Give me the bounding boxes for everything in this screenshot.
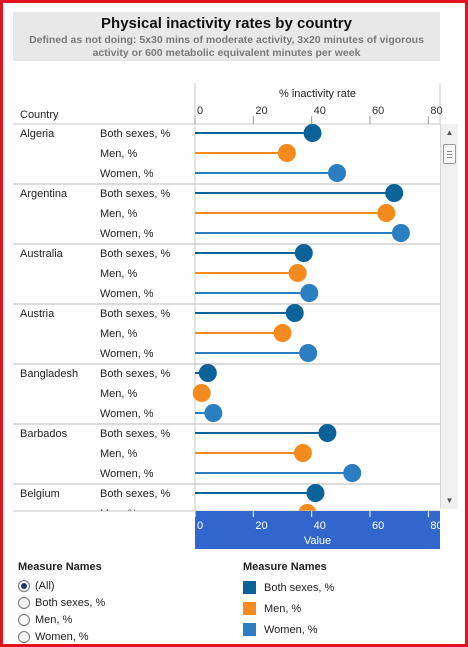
- lollipop-dot: [328, 164, 347, 182]
- lollipop-chart: 0 20 40 60 80 Algeria Both sexes, % Men, % Women…: [13, 83, 443, 549]
- vertical-scrollbar[interactable]: ▲ ▼: [440, 124, 458, 509]
- measure-label: Women, %: [100, 348, 154, 360]
- bottom-axis-tick-label: 60: [372, 520, 384, 532]
- lollipop-dot: [303, 124, 322, 142]
- radio-button[interactable]: [18, 613, 30, 626]
- legend-swatch: [243, 581, 256, 594]
- measure-label: Men, %: [100, 388, 138, 400]
- country-label: Argentina: [20, 188, 68, 200]
- country-label: Belgium: [20, 488, 60, 500]
- top-axis-tick-label: 80: [430, 105, 442, 117]
- scrollbar-thumb[interactable]: [443, 144, 456, 164]
- legend-item-label: Men, %: [264, 602, 302, 615]
- measure-label: Women, %: [100, 468, 154, 480]
- measure-label: Both sexes, %: [100, 308, 171, 320]
- bottom-axis-bar: [195, 511, 440, 549]
- country-label: Austria: [20, 308, 55, 320]
- measure-label: Both sexes, %: [100, 128, 171, 140]
- measure-label: Both sexes, %: [100, 248, 171, 260]
- measure-label: Both sexes, %: [100, 188, 171, 200]
- filter-option-label: Both sexes, %: [35, 596, 106, 609]
- lollipop-dot: [285, 304, 304, 322]
- lollipop-dot: [306, 484, 325, 502]
- filter-option-label: Women, %: [35, 630, 89, 643]
- legend-item-label: Both sexes, %: [264, 581, 335, 594]
- measure-label: Both sexes, %: [100, 428, 171, 440]
- lollipop-dot: [293, 444, 312, 462]
- measure-label: Men, %: [100, 508, 138, 520]
- chart-title: Physical inactivity rates by country: [101, 15, 352, 32]
- measure-label: Both sexes, %: [100, 488, 171, 500]
- legend-item[interactable]: Both sexes, %: [243, 577, 334, 598]
- title-panel: Physical inactivity rates by country Def…: [13, 12, 440, 61]
- measure-label: Women, %: [100, 168, 154, 180]
- country-label: Barbados: [20, 428, 68, 440]
- bottom-axis-label: Value: [304, 535, 331, 547]
- filter-option-label: Men, %: [35, 613, 73, 626]
- country-label: Bangladesh: [20, 368, 78, 380]
- measure-label: Both sexes, %: [100, 368, 171, 380]
- top-axis-tick-label: 20: [255, 105, 267, 117]
- measure-label: Men, %: [100, 328, 138, 340]
- scroll-down-arrow-icon[interactable]: ▼: [445, 496, 454, 505]
- filter-option[interactable]: Both sexes, %: [18, 594, 105, 611]
- lollipop-dot: [204, 404, 223, 422]
- lollipop-dot: [273, 324, 292, 342]
- color-legend: Measure Names Both sexes, % Men, % Women, …: [243, 561, 334, 640]
- lollipop-dot: [318, 424, 337, 442]
- radio-button[interactable]: [18, 630, 30, 643]
- measure-label: Women, %: [100, 408, 154, 420]
- legend-swatch: [243, 623, 256, 636]
- top-axis-tick-label: 60: [372, 105, 384, 117]
- legend-swatch: [243, 602, 256, 615]
- filter-option[interactable]: Men, %: [18, 611, 105, 628]
- filter-option[interactable]: (All): [18, 577, 105, 594]
- lollipop-dot: [198, 364, 217, 382]
- lollipop-dot: [385, 184, 404, 202]
- lollipop-dot: [299, 344, 318, 362]
- country-column-header: Country: [20, 109, 59, 121]
- rows-group: Algeria Both sexes, % Men, % Women, % Argent…: [13, 124, 440, 540]
- lollipop-dot: [294, 244, 313, 262]
- country-label: Algeria: [20, 128, 55, 140]
- lollipop-dot: [343, 464, 362, 482]
- measure-label: Men, %: [100, 448, 138, 460]
- filter-option-label: (All): [35, 579, 55, 592]
- lollipop-dot: [377, 204, 396, 222]
- lollipop-dot: [277, 144, 296, 162]
- lollipop-dot: [298, 504, 317, 511]
- bottom-axis-tick-label: 80: [430, 520, 442, 532]
- bottom-axis-tick-label: 0: [197, 520, 203, 532]
- measure-label: Women, %: [100, 288, 154, 300]
- bottom-axis-tick-label: 40: [314, 520, 326, 532]
- filter-title: Measure Names: [18, 561, 102, 573]
- legend-item[interactable]: Women, %: [243, 619, 334, 640]
- lollipop-dot: [288, 264, 307, 282]
- filter-option[interactable]: Women, %: [18, 628, 105, 645]
- lollipop-dot: [192, 384, 211, 402]
- lollipop-dot: [300, 284, 319, 302]
- top-axis-tick-label: 0: [197, 105, 203, 117]
- legend-title: Measure Names: [243, 561, 327, 573]
- measure-label: Men, %: [100, 268, 138, 280]
- lollipop-dot: [391, 224, 410, 242]
- measure-label: Women, %: [100, 528, 154, 540]
- measure-label: Women, %: [100, 228, 154, 240]
- chart-subtitle: Defined as not doing: 5x30 mins of moder…: [29, 34, 424, 59]
- measure-filter: Measure Names (All) Both sexes, % Men, % Wo…: [18, 561, 105, 645]
- scroll-up-arrow-icon[interactable]: ▲: [445, 128, 454, 137]
- measure-label: Men, %: [100, 148, 138, 160]
- country-label: Australia: [20, 248, 64, 260]
- legend-item[interactable]: Men, %: [243, 598, 334, 619]
- top-axis-label: % inactivity rate: [278, 88, 357, 100]
- radio-button[interactable]: [18, 596, 30, 609]
- measure-label: Men, %: [100, 208, 138, 220]
- bottom-axis-tick-label: 20: [255, 520, 267, 532]
- radio-button[interactable]: [18, 579, 30, 592]
- legend-item-label: Women, %: [264, 623, 318, 636]
- top-axis-tick-label: 40: [314, 105, 326, 117]
